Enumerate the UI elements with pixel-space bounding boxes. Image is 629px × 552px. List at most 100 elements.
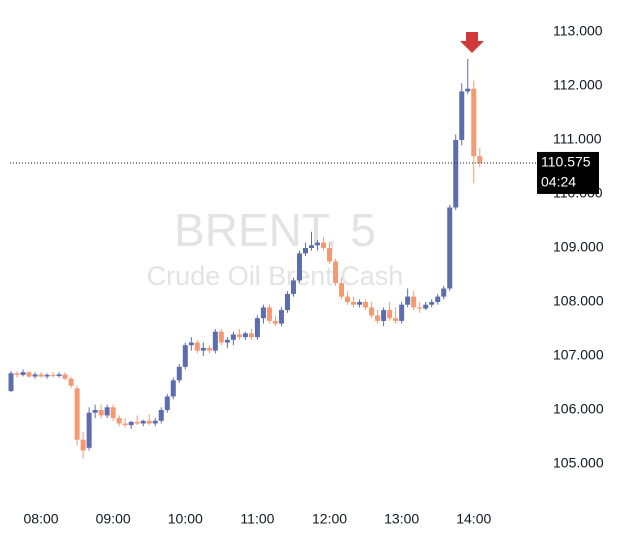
y-tick-label: 109.000 bbox=[553, 239, 604, 255]
candle-body bbox=[399, 304, 405, 321]
watermark-title: BRENT, 5 bbox=[174, 204, 376, 256]
candle-body bbox=[477, 156, 483, 163]
candle-body bbox=[62, 374, 68, 379]
candle-body bbox=[296, 253, 302, 281]
candle-body bbox=[242, 333, 248, 338]
candle-body bbox=[80, 439, 86, 451]
candle-body bbox=[447, 207, 453, 289]
candle-body bbox=[387, 310, 393, 319]
candle-body bbox=[50, 374, 56, 376]
candle-body bbox=[357, 302, 363, 305]
countdown-label: 04:24 bbox=[541, 174, 576, 190]
y-tick-label: 106.000 bbox=[553, 401, 604, 417]
candle-body bbox=[339, 283, 345, 297]
candle-body bbox=[116, 418, 122, 424]
candle-body bbox=[345, 296, 351, 302]
candle-body bbox=[435, 296, 441, 302]
candle-body bbox=[74, 388, 80, 440]
candle-body bbox=[278, 310, 284, 324]
candle-body bbox=[98, 410, 104, 416]
x-tick-label: 13:00 bbox=[384, 511, 419, 527]
x-tick-label: 12:00 bbox=[312, 511, 347, 527]
candle-body bbox=[302, 248, 308, 254]
candle-body bbox=[411, 296, 417, 308]
candle-body bbox=[224, 339, 230, 343]
last-price-box bbox=[537, 151, 599, 194]
candle-body bbox=[92, 410, 98, 413]
candle-body bbox=[375, 315, 381, 321]
candle-body bbox=[315, 242, 321, 246]
x-tick-label: 08:00 bbox=[24, 511, 59, 527]
y-tick-label: 113.000 bbox=[553, 23, 603, 39]
candle-body bbox=[104, 407, 110, 416]
candle-body bbox=[459, 91, 465, 140]
candle-body bbox=[333, 261, 339, 284]
plot-area bbox=[8, 59, 483, 459]
candle-body bbox=[236, 334, 242, 338]
candle-body bbox=[68, 378, 74, 386]
candle-body bbox=[230, 334, 236, 340]
candle-body bbox=[122, 423, 128, 426]
watermark-subtitle: Crude Oil Brent Cash bbox=[147, 261, 404, 291]
y-tick-label: 107.000 bbox=[553, 347, 604, 363]
candle-body bbox=[254, 318, 260, 338]
candle-body bbox=[194, 342, 200, 351]
candle-body bbox=[405, 296, 411, 305]
last-price-label: 110.575 bbox=[541, 154, 591, 170]
candle-body bbox=[327, 248, 333, 262]
candle-body bbox=[188, 342, 194, 346]
candle-body bbox=[218, 331, 224, 343]
candle-body bbox=[206, 347, 212, 351]
candle-body bbox=[128, 421, 134, 426]
candle-body bbox=[290, 280, 296, 294]
candle-body bbox=[453, 140, 459, 208]
candle-body bbox=[429, 302, 435, 305]
candle-body bbox=[182, 345, 188, 367]
candle-body bbox=[441, 288, 447, 297]
candle-body bbox=[26, 372, 32, 377]
candle-body bbox=[158, 410, 164, 421]
candle-body bbox=[272, 320, 278, 324]
y-tick-label: 111.000 bbox=[553, 131, 602, 147]
candle-body bbox=[248, 333, 254, 338]
x-tick-label: 11:00 bbox=[240, 511, 274, 527]
y-tick-label: 108.000 bbox=[553, 293, 604, 309]
candle-body bbox=[140, 420, 146, 424]
candle-body bbox=[146, 420, 152, 424]
candle-body bbox=[363, 302, 369, 308]
candle-body bbox=[14, 373, 20, 375]
candle-body bbox=[417, 307, 423, 309]
candle-body bbox=[200, 347, 206, 351]
x-tick-label: 14:00 bbox=[456, 511, 491, 527]
candle-body bbox=[176, 366, 182, 381]
candle-body bbox=[321, 242, 327, 248]
candle-body bbox=[164, 396, 170, 410]
candle-body bbox=[393, 318, 399, 321]
candle-body bbox=[20, 372, 26, 375]
x-tick-label: 10:00 bbox=[168, 511, 203, 527]
candle-body bbox=[134, 421, 140, 424]
y-tick-label: 105.000 bbox=[553, 455, 604, 471]
candle-body bbox=[8, 373, 14, 392]
candle-body bbox=[170, 380, 176, 397]
signal-arrow bbox=[460, 32, 484, 53]
candle-body bbox=[44, 374, 50, 377]
candle-body bbox=[309, 245, 314, 248]
candle-body bbox=[284, 293, 290, 311]
candle-body bbox=[423, 304, 429, 309]
candle-body bbox=[465, 88, 471, 92]
candle-body bbox=[260, 307, 266, 319]
candle-body bbox=[152, 420, 158, 424]
candle-body bbox=[381, 310, 387, 321]
y-tick-label: 112.000 bbox=[553, 77, 603, 93]
candle-body bbox=[471, 88, 477, 157]
candle-body bbox=[212, 331, 218, 351]
candle-body bbox=[369, 307, 375, 316]
candle-body bbox=[266, 307, 272, 321]
x-tick-label: 09:00 bbox=[96, 511, 131, 527]
candle-body bbox=[32, 374, 38, 377]
candle-body bbox=[56, 374, 62, 376]
candle-body bbox=[110, 407, 116, 419]
candle-body bbox=[351, 302, 357, 305]
